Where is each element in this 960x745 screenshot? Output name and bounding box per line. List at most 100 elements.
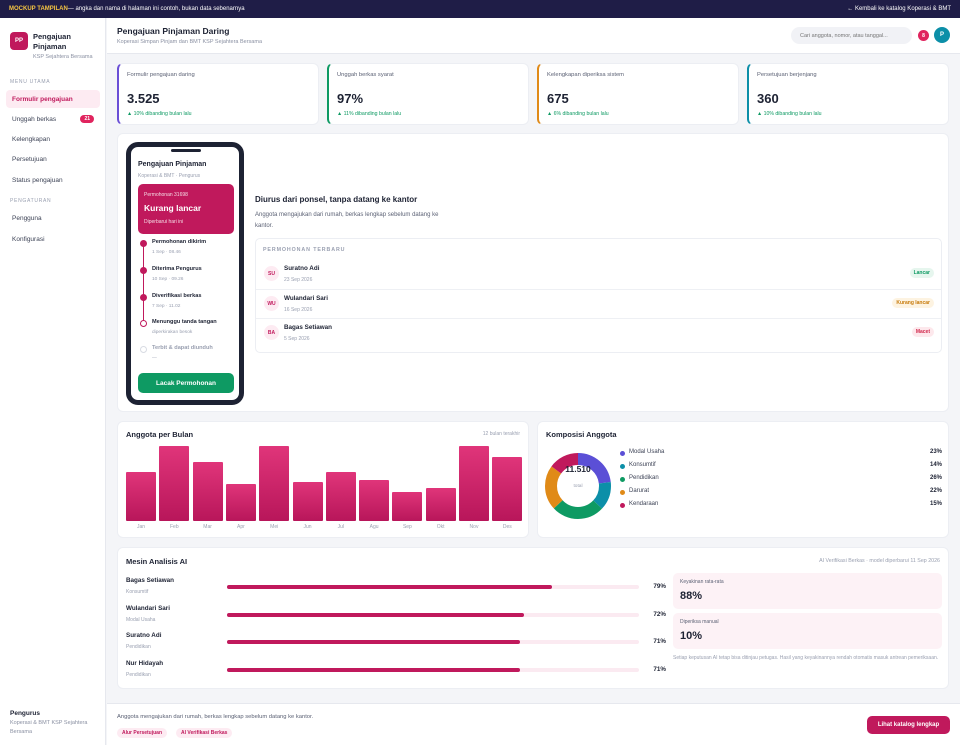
list-item[interactable]: SU Suratno Adi 23 Sep 2026 Lancar — [256, 260, 941, 288]
avatar[interactable]: P — [934, 27, 950, 43]
donut-total: 11.510 — [565, 464, 591, 474]
footer-text: Anggota mengajukan dari rumah, berkas le… — [117, 714, 314, 720]
ai-score-row[interactable]: Suratno Adi Pendidikan 71% — [126, 632, 666, 654]
legend-percent: 22% — [929, 488, 942, 494]
hero-description: Anggota mengajukan dari rumah, berkas le… — [255, 212, 439, 229]
timeline-step-title: Diterima Pengurus — [152, 266, 202, 272]
application-status-card[interactable]: Permohonan 31698 Kurang lancar Diperbaru… — [138, 184, 234, 234]
bar-nov[interactable] — [459, 446, 489, 521]
phone-subtitle: Koperasi & BMT · Pengurus — [138, 173, 201, 179]
monthly-members-chart: Anggota per Bulan 12 bulan terakhir Jan F… — [117, 421, 529, 538]
score-percent: 79% — [653, 583, 666, 590]
score-percent: 71% — [653, 638, 666, 645]
legend-item: Kendaraan 15% — [620, 501, 942, 511]
sidebar-item-formulir[interactable]: Formulir pengajuan — [6, 90, 100, 108]
bar-apr[interactable] — [225, 484, 256, 521]
page-header: Pengajuan Pinjaman Daring Koperasi Simpa… — [107, 18, 960, 54]
score-track — [227, 585, 639, 589]
score-bar — [227, 640, 520, 644]
brand-logo: PP — [10, 32, 28, 50]
list-item[interactable]: WU Wulandari Sari 16 Sep 2026 Kurang lan… — [256, 289, 941, 317]
sidebar-item-label: Konfigurasi — [12, 235, 45, 243]
metric-value: 88% — [680, 590, 703, 602]
sidebar-item-kelengkapan[interactable]: Kelengkapan — [6, 130, 100, 148]
member-composition-chart: Komposisi Anggota 11.510 total Modal Usa… — [537, 421, 949, 538]
sidebar-item-status[interactable]: Status pengajuan — [6, 171, 100, 189]
donut-center: 11.510 total — [550, 464, 606, 489]
track-application-button[interactable]: Lacak Permohonan — [138, 373, 234, 393]
bar-mar[interactable] — [192, 461, 223, 521]
application-updated: Diperbarui hari ini — [144, 219, 184, 225]
legend-swatch — [620, 451, 625, 456]
donut-total-label: total — [573, 484, 583, 489]
chip-alur-persetujuan[interactable]: Alur Persetujuan — [117, 728, 168, 738]
x-tick-label: Jan — [136, 524, 146, 530]
sidebar: PP Pengajuan Pinjaman KSP Sejahtera Bers… — [0, 18, 106, 745]
sidebar-item-unggah[interactable]: Unggah berkas 21 — [6, 110, 100, 128]
mockup-banner: MOCKUP TAMPILAN — angka dan nama di hala… — [0, 0, 960, 18]
bar-mei[interactable] — [259, 446, 290, 521]
phone-title: Pengajuan Pinjaman — [138, 161, 207, 168]
application-date: 16 Sep 2026 — [284, 307, 313, 313]
mockup-label: MOCKUP TAMPILAN — [9, 6, 68, 12]
bar-jan[interactable] — [126, 472, 156, 521]
legend-swatch — [620, 490, 625, 495]
legend-item: Pendidikan 26% — [620, 475, 942, 485]
notification-badge[interactable]: 8 — [918, 30, 929, 41]
donut-slice-pendidikan[interactable] — [545, 453, 611, 519]
sidebar-item-pengguna[interactable]: Pengguna — [6, 209, 100, 227]
score-bar — [227, 668, 520, 672]
search-input[interactable] — [791, 27, 912, 44]
x-tick-label: Jul — [337, 524, 344, 530]
unggah-count-badge: 21 — [80, 115, 94, 123]
timeline-step-title: Permohonan dikirim — [152, 239, 207, 245]
sidebar-item-konfigurasi[interactable]: Konfigurasi — [6, 230, 100, 248]
x-tick-label: Agu — [369, 524, 379, 530]
applicant-name: Bagas Setiawan — [284, 324, 332, 331]
stat-label: Formulir pengajuan daring — [127, 72, 195, 78]
donut-slice-kendaraan[interactable] — [545, 453, 611, 519]
legend-label: Modal Usaha — [629, 449, 665, 455]
timeline-dot-done — [140, 267, 147, 274]
legend-item: Konsumtif 14% — [620, 462, 942, 472]
bar-feb[interactable] — [159, 446, 190, 521]
page-subtitle: Koperasi Simpan Pinjam dan BMT KSP Sejah… — [117, 39, 263, 45]
x-tick-label: Apr — [237, 524, 245, 530]
back-to-catalog-link[interactable]: ← Kembali ke katalog Koperasi & BMT — [847, 6, 951, 12]
brand[interactable]: PP Pengajuan Pinjaman KSP Sejahtera Bers… — [10, 32, 95, 60]
legend-item: Darurat 22% — [620, 488, 942, 498]
view-catalog-button[interactable]: Lihat katalog lengkap — [867, 716, 950, 734]
bar-jul[interactable] — [325, 472, 356, 521]
bar-sep[interactable] — [392, 491, 423, 521]
donut-slice-konsumtif[interactable] — [545, 453, 611, 519]
ai-score-row[interactable]: Bagas Setiawan Konsumtif 79% — [126, 577, 666, 599]
bar-des[interactable] — [492, 457, 523, 521]
applicant-name: Suratno Adi — [284, 265, 320, 272]
nav-section-main: MENU UTAMA — [10, 79, 51, 85]
page-title: Pengajuan Pinjaman Daring — [117, 26, 230, 36]
ai-score-row[interactable]: Wulandari Sari Modal Usaha 72% — [126, 605, 666, 627]
legend-item: Modal Usaha 23% — [620, 449, 942, 459]
sidebar-item-persetujuan[interactable]: Persetujuan — [6, 150, 100, 168]
x-tick-label: Mar — [203, 524, 212, 530]
metric-value: 10% — [680, 630, 703, 642]
score-bar — [227, 613, 524, 617]
stat-value: 97% — [337, 91, 364, 106]
legend-swatch — [620, 477, 625, 482]
bar-agu[interactable] — [359, 479, 390, 521]
ai-score-row[interactable]: Nur Hidayah Pendidikan 71% — [126, 660, 666, 682]
donut-slice-darurat[interactable] — [545, 453, 611, 519]
hero-section: Pengajuan Pinjaman Koperasi & BMT · Peng… — [117, 133, 949, 412]
sidebar-item-label: Unggah berkas — [12, 115, 57, 123]
sidebar-footer-title: Pengurus — [10, 710, 40, 717]
bar-okt[interactable] — [425, 488, 456, 521]
chip-ai-verifikasi[interactable]: AI Verifikasi Berkas — [176, 728, 233, 738]
mockup-text: — angka dan nama di halaman ini contoh, … — [67, 6, 245, 12]
stat-value: 675 — [547, 91, 569, 106]
bar-jun[interactable] — [292, 482, 323, 521]
legend-swatch — [620, 503, 625, 508]
list-item[interactable]: BA Bagas Setiawan 5 Sep 2026 Macet — [256, 318, 941, 346]
phone-notch — [171, 149, 201, 152]
status-badge: Kurang lancar — [892, 298, 934, 308]
ai-note: Setiap keputusan AI tetap bisa ditinjau … — [673, 655, 939, 661]
